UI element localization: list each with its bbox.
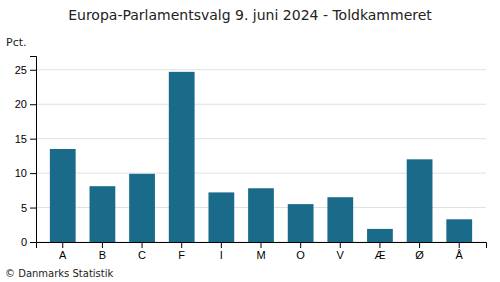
x-tick-mark: [379, 242, 380, 248]
x-tick-mark: [300, 242, 301, 248]
x-tick: Ø: [415, 242, 424, 261]
x-tick-label: O: [296, 249, 305, 261]
y-tick-mark: [30, 173, 36, 174]
x-tick-label: Æ: [374, 249, 385, 261]
x-tick-mark: [261, 242, 262, 248]
x-tick-label: Ø: [415, 249, 424, 261]
y-tick-mark: [30, 139, 36, 140]
x-axis-line: [37, 243, 487, 249]
x-tick-mark: [221, 242, 222, 248]
x-tick-mark: [340, 242, 341, 248]
plot: A B C F I M O V Æ Ø Å 0 5 10 15 20 25: [15, 57, 487, 261]
y-axis: 0 5 10 15 20 25: [15, 57, 37, 249]
x-tick-label: I: [220, 249, 223, 261]
x-tick-label: F: [178, 249, 185, 261]
x-tick-mark: [102, 242, 103, 248]
x-tick-mark: [62, 242, 63, 248]
x-tick-mark: [181, 242, 182, 248]
bar: [90, 186, 116, 242]
x-tick: M: [256, 242, 265, 261]
grid: [36, 70, 486, 242]
y-tick-mark: [30, 70, 36, 71]
bar: [248, 188, 274, 242]
y-tick-label: 20: [15, 98, 27, 110]
bar: [446, 219, 472, 242]
bar: [50, 149, 76, 242]
x-tick: C: [138, 242, 146, 261]
x-tick-mark: [459, 242, 460, 248]
y-tick-mark: [30, 208, 36, 209]
x-tick: A: [59, 242, 67, 261]
bar: [367, 229, 393, 242]
chart-container: Europa-Parlamentsvalg 9. juni 2024 - Tol…: [0, 0, 500, 282]
grid-line: [36, 138, 486, 139]
x-tick-mark: [142, 242, 143, 248]
x-tick-label: V: [337, 249, 345, 261]
y-tick-label: 10: [15, 167, 27, 179]
y-tick-label: 0: [21, 236, 27, 248]
y-tick: 0: [21, 236, 36, 248]
bar: [327, 197, 353, 242]
x-tick: F: [178, 242, 185, 261]
x-tick: B: [99, 242, 106, 261]
x-tick: V: [337, 242, 345, 261]
bar: [169, 72, 195, 242]
x-axis: ABCFIMOVÆØÅ: [37, 242, 487, 261]
y-tick-label: 15: [15, 133, 27, 145]
y-tick: 20: [15, 98, 36, 110]
bar: [407, 159, 433, 242]
x-tick-label: Å: [456, 249, 464, 261]
grid-line: [36, 104, 486, 105]
y-tick: 10: [15, 167, 36, 179]
bar: [129, 174, 155, 242]
y-tick: 25: [15, 64, 36, 76]
y-tick: 15: [15, 133, 36, 145]
x-tick-label: M: [256, 249, 265, 261]
annotation: © Danmarks Statistik: [5, 268, 114, 279]
chart-svg: Europa-Parlamentsvalg 9. juni 2024 - Tol…: [0, 0, 500, 282]
x-tick-label: B: [99, 249, 106, 261]
x-tick: Æ: [374, 242, 385, 261]
title: Europa-Parlamentsvalg 9. juni 2024 - Tol…: [68, 7, 432, 23]
bar: [288, 204, 314, 242]
x-tick-label: A: [59, 249, 67, 261]
y-tick-label: 5: [21, 202, 27, 214]
x-tick-label: C: [138, 249, 146, 261]
bar: [208, 192, 234, 242]
x-tick: Å: [456, 242, 464, 261]
x-tick: I: [220, 242, 223, 261]
y-tick-mark: [30, 104, 36, 105]
y-tick-label: 25: [15, 64, 27, 76]
y-tick-mark: [30, 242, 36, 243]
grid-line: [36, 69, 486, 70]
x-tick: O: [296, 242, 305, 261]
y-axis-line: [30, 57, 37, 243]
x-tick-mark: [419, 242, 420, 248]
bars: [50, 72, 472, 242]
y-tick: 5: [21, 202, 36, 214]
y-axis-label: Pct.: [6, 36, 27, 49]
